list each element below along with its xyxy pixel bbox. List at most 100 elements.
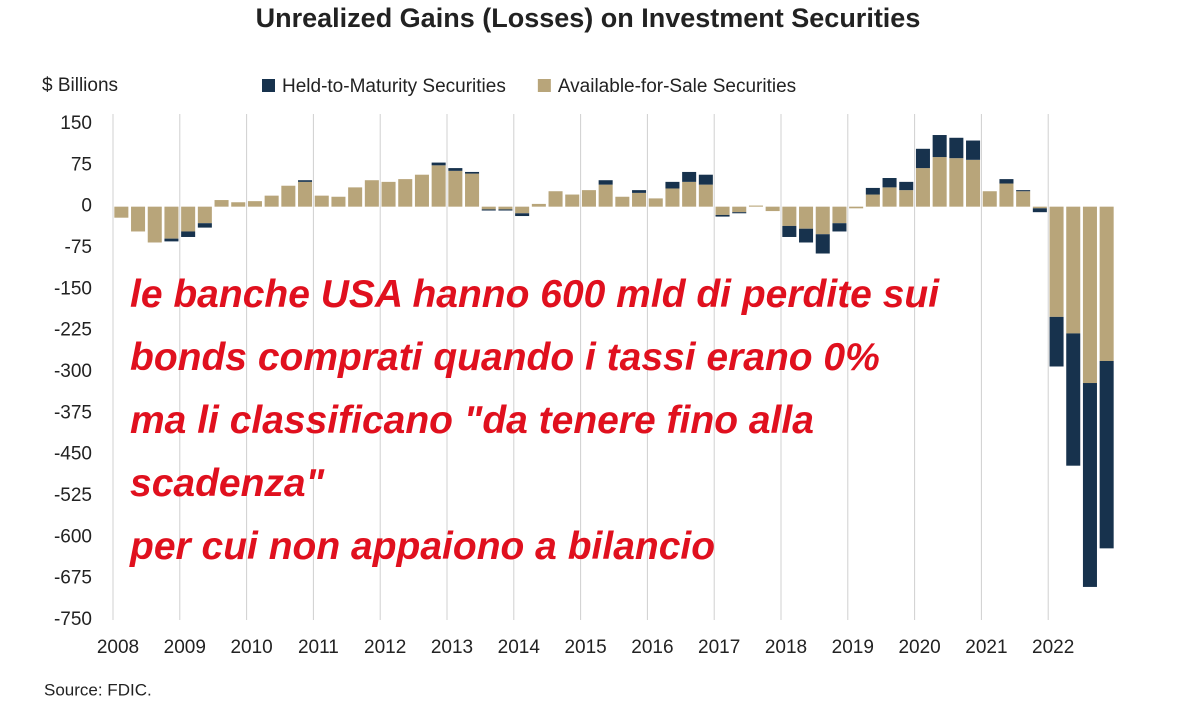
y-tick-label: -375 [54, 402, 92, 423]
bar-segment [899, 190, 914, 207]
bar-segment [682, 171, 697, 182]
x-tick-label: 2008 [97, 637, 139, 658]
bar-segment [1082, 206, 1097, 384]
bar-segment [915, 168, 930, 207]
bar-segment [1032, 206, 1047, 209]
bar-segment [231, 202, 246, 207]
bar-segment [448, 168, 463, 171]
x-tick-label: 2011 [298, 637, 339, 658]
bar-segment [548, 191, 563, 207]
y-tick-label: -150 [54, 278, 92, 299]
x-tick-label: 2017 [698, 637, 740, 658]
x-tick-label: 2009 [164, 637, 206, 658]
bar-segment [999, 179, 1014, 184]
x-tick-label: 2013 [431, 637, 473, 658]
bar-segment [214, 200, 229, 207]
bar-segment [748, 205, 763, 207]
x-tick-label: 2020 [898, 637, 940, 658]
y-tick-label: 0 [81, 196, 92, 217]
bar-segment [799, 206, 814, 229]
bar-segment [414, 174, 429, 207]
bar-segment [515, 206, 530, 214]
bar-segment [698, 174, 713, 185]
x-tick-label: 2021 [965, 637, 1007, 658]
bar-segment [648, 198, 663, 207]
bar-segment [966, 140, 981, 160]
x-tick-label: 2018 [765, 637, 807, 658]
bar-segment [1016, 190, 1031, 192]
bar-segment [431, 162, 446, 166]
bar-segment [949, 158, 964, 207]
annotation: per cui non appaiono a bilancio [129, 525, 715, 568]
bar-segment [1049, 316, 1064, 367]
bar-segment [164, 238, 179, 242]
bar-segment [448, 170, 463, 207]
bar-segment [114, 206, 129, 218]
bar-segment [799, 228, 814, 243]
bar-segment [715, 214, 730, 217]
y-tick-label: -75 [65, 237, 92, 258]
bar-segment [197, 206, 212, 224]
bar-segment [515, 213, 530, 217]
bar-segment [932, 157, 947, 207]
bar-segment [1066, 206, 1081, 334]
bar-segment [565, 194, 580, 207]
x-tick-label: 2015 [564, 637, 606, 658]
y-tick-label: 75 [71, 154, 92, 175]
bar-segment [715, 206, 730, 215]
x-tick-label: 2010 [230, 637, 272, 658]
bar-segment [982, 191, 997, 207]
legend-swatch [537, 79, 551, 92]
y-tick-label: -675 [54, 568, 92, 589]
bar-segment [949, 137, 964, 159]
bar-segment [1032, 208, 1047, 213]
bar-segment [782, 206, 797, 226]
bar-segment [815, 206, 830, 235]
x-tick-label: 2022 [1032, 637, 1074, 658]
bar-segment [247, 201, 262, 207]
bar-segment [398, 179, 413, 207]
bar-segment [498, 206, 513, 210]
bar-segment [598, 184, 613, 207]
x-tick-label: 2016 [631, 637, 673, 658]
legend-label: Available-for-Sale Securities [558, 76, 796, 97]
bar-segment [131, 206, 146, 232]
bar-segment [314, 195, 329, 207]
bar-segment [381, 181, 396, 207]
bar-segment [147, 206, 162, 243]
bar-segment [966, 159, 981, 207]
bar-segment [1066, 333, 1081, 466]
bar-segment [1099, 360, 1114, 549]
annotation: bonds comprati quando i tassi erano 0% [130, 336, 880, 379]
bar-segment [732, 206, 747, 213]
bar-segment [915, 148, 930, 169]
bar-segment [331, 196, 346, 207]
bar-segment [615, 196, 630, 207]
y-axis-label: $ Billions [42, 75, 118, 96]
legend-swatch [262, 79, 275, 92]
y-tick-label: 150 [60, 113, 92, 134]
y-tick-label: -525 [54, 485, 92, 506]
y-tick-label: -300 [54, 361, 92, 382]
bar-segment [348, 187, 363, 207]
bar-segment [815, 234, 830, 254]
chart-title: Unrealized Gains (Losses) on Investment … [256, 3, 921, 33]
bar-segment [465, 171, 480, 174]
bar-segment [832, 223, 847, 232]
y-tick-label: -750 [54, 609, 92, 630]
bar-segment [164, 206, 179, 239]
bar-segment [882, 187, 897, 207]
bar-segment [865, 194, 880, 207]
bar-segment [849, 206, 864, 209]
bar-segment [632, 192, 647, 207]
y-tick-label: -450 [54, 444, 92, 465]
bar-segment [665, 188, 680, 207]
bar-segment [899, 181, 914, 191]
x-tick-label: 2019 [832, 637, 874, 658]
bar-segment [598, 180, 613, 185]
annotation: ma li classificano "da tenere fino alla [130, 399, 814, 442]
bar-segment [665, 181, 680, 189]
annotation: scadenza" [130, 462, 325, 505]
